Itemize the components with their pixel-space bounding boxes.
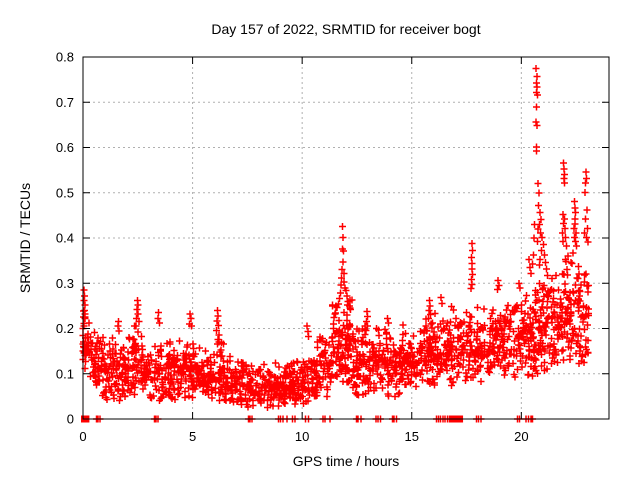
x-tick-label: 0 bbox=[79, 429, 86, 444]
data-points-layer bbox=[79, 65, 592, 423]
y-tick-label: 0.6 bbox=[56, 140, 74, 155]
scatter-points bbox=[79, 65, 592, 423]
x-tick-label: 15 bbox=[405, 429, 419, 444]
y-axis-label: SRMTID / TECUs bbox=[17, 183, 33, 293]
x-axis-label: GPS time / hours bbox=[293, 453, 400, 469]
y-tick-label: 0.4 bbox=[56, 231, 74, 246]
y-tick-label: 0.1 bbox=[56, 366, 74, 381]
y-tick-label: 0.7 bbox=[56, 95, 74, 110]
x-tick-label: 10 bbox=[295, 429, 309, 444]
y-tick-label: 0.2 bbox=[56, 321, 74, 336]
x-tick-label: 5 bbox=[189, 429, 196, 444]
chart-title: Day 157 of 2022, SRMTID for receiver bog… bbox=[211, 21, 480, 37]
tick-labels-layer: 0 5 10 15 20 0 0.1 0.2 0.3 0.4 0.5 0.6 0.7 0.8 bbox=[56, 50, 529, 445]
x-tick-label: 20 bbox=[514, 429, 528, 444]
y-tick-label: 0 bbox=[67, 412, 74, 427]
axes-frame-layer bbox=[82, 56, 610, 420]
y-tick-label: 0.8 bbox=[56, 50, 74, 65]
y-tick-label: 0.5 bbox=[56, 185, 74, 200]
y-tick-label: 0.3 bbox=[56, 276, 74, 291]
